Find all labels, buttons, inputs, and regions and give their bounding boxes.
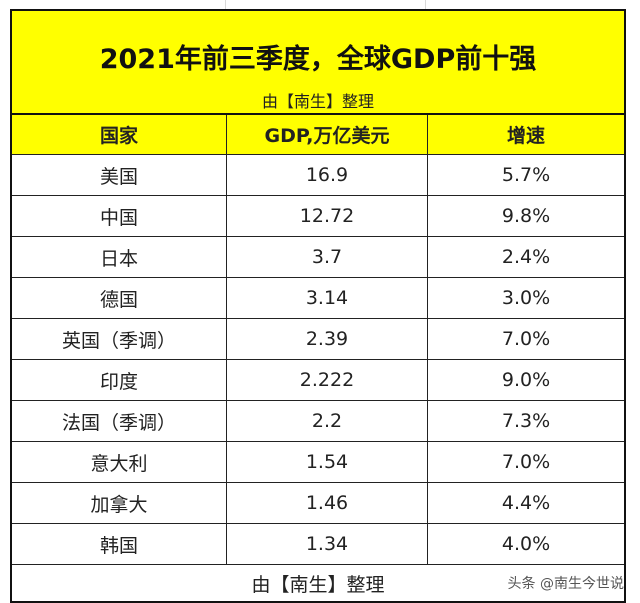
gdp-cell: 12.72 — [227, 196, 428, 236]
country-cell: 日本 — [12, 237, 227, 277]
growth-cell: 9.8% — [501, 205, 551, 227]
country-cell: 意大利 — [12, 442, 227, 482]
growth-cell: 7.0% — [501, 328, 551, 350]
table-title: 2021年前三季度，全球GDP前十强 — [99, 44, 537, 75]
gdp-cell: 1.54 — [227, 442, 428, 482]
header-growth: 增速 — [506, 125, 545, 147]
growth-cell: 2.4% — [501, 246, 551, 268]
growth-cell: 4.4% — [501, 492, 551, 514]
gdp-cell: 16.9 — [227, 155, 428, 195]
table-row: 意大利 1.54 7.0% — [12, 442, 624, 483]
table-row: 加拿大 1.46 4.4% — [12, 483, 624, 524]
country-cell: 印度 — [12, 360, 227, 400]
gdp-cell: 2.222 — [227, 360, 428, 400]
country-cell: 中国 — [12, 196, 227, 236]
growth-cell: 5.7% — [501, 164, 551, 186]
country-cell: 美国 — [12, 155, 227, 195]
watermark: 头条 @南生今世说 — [507, 576, 624, 592]
growth-cell: 4.0% — [501, 533, 551, 555]
table-subtitle: 由【南生】整理 — [261, 92, 374, 111]
growth-cell: 7.0% — [501, 451, 551, 473]
growth-cell: 9.0% — [501, 369, 551, 391]
gdp-cell: 2.2 — [227, 401, 428, 441]
table-row: 美国 16.9 5.7% — [12, 155, 624, 196]
table-row: 日本 3.7 2.4% — [12, 237, 624, 278]
title-block: 2021年前三季度，全球GDP前十强 由【南生】整理 — [12, 11, 624, 115]
country-cell: 加拿大 — [12, 483, 227, 523]
header-gdp: GDP,万亿美元 — [227, 115, 428, 154]
gdp-table: 2021年前三季度，全球GDP前十强 由【南生】整理 国家 GDP,万亿美元 增… — [10, 9, 626, 603]
gdp-cell: 2.39 — [227, 319, 428, 359]
gdp-cell: 1.34 — [227, 524, 428, 564]
country-cell: 德国 — [12, 278, 227, 318]
header-country: 国家 — [12, 115, 227, 154]
gdp-cell: 3.14 — [227, 278, 428, 318]
gdp-cell: 3.7 — [227, 237, 428, 277]
growth-cell: 3.0% — [501, 287, 551, 309]
country-cell: 法国（季调） — [12, 401, 227, 441]
table-row: 韩国 1.34 4.0% — [12, 524, 624, 565]
header-row: 国家 GDP,万亿美元 增速 — [12, 115, 624, 155]
country-cell: 英国（季调） — [12, 319, 227, 359]
footer-text: 由【南生】整理 — [251, 573, 385, 596]
table-row: 英国（季调） 2.39 7.0% — [12, 319, 624, 360]
gdp-cell: 1.46 — [227, 483, 428, 523]
country-cell: 韩国 — [12, 524, 227, 564]
table-row: 印度 2.222 9.0% — [12, 360, 624, 401]
footer: 由【南生】整理 头条 @南生今世说 — [12, 565, 624, 601]
table-row: 中国 12.72 9.8% — [12, 196, 624, 237]
table-row: 德国 3.14 3.0% — [12, 278, 624, 319]
growth-cell: 7.3% — [501, 410, 551, 432]
table-row: 法国（季调） 2.2 7.3% — [12, 401, 624, 442]
